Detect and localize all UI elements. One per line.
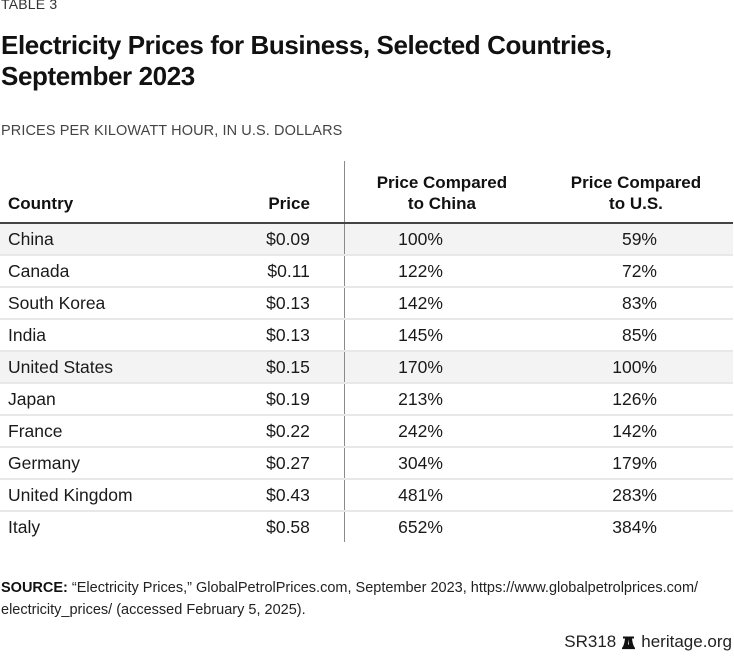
cell-country: United States xyxy=(0,351,235,384)
source-label: SOURCE: xyxy=(1,580,68,596)
cell-country: United Kingdom xyxy=(0,479,235,512)
source-text: “Electricity Prices,” GlobalPetrolPrices… xyxy=(1,580,699,618)
table-row: China $0.09 100% 59% xyxy=(0,223,733,256)
cell-vs-china: 242% xyxy=(344,415,539,448)
cell-country: Canada xyxy=(0,255,235,288)
cell-price: $0.13 xyxy=(234,319,345,352)
site-link[interactable]: heritage.org xyxy=(641,632,732,651)
table-subtitle: PRICES PER KILOWATT HOUR, IN U.S. DOLLAR… xyxy=(1,123,343,139)
cell-price: $0.15 xyxy=(234,351,345,384)
cell-vs-us: 100% xyxy=(538,351,733,384)
prices-table: Country Price Price Compared to China Pr… xyxy=(0,161,733,542)
cell-country: Japan xyxy=(0,383,235,416)
footer-branding: SR318 heritage.org xyxy=(564,632,732,652)
cell-price: $0.11 xyxy=(234,255,345,288)
table-row: Germany $0.27 304% 179% xyxy=(0,447,733,480)
table-row: Canada $0.11 122% 72% xyxy=(0,255,733,288)
report-id: SR318 xyxy=(564,632,617,651)
cell-vs-china: 481% xyxy=(344,479,539,512)
cell-vs-us: 85% xyxy=(538,319,733,352)
cell-vs-us: 126% xyxy=(538,383,733,416)
table-label: TABLE 3 xyxy=(1,0,58,12)
cell-country: China xyxy=(0,223,235,256)
cell-price: $0.13 xyxy=(234,287,345,320)
cell-vs-china: 142% xyxy=(344,287,539,320)
cell-vs-us: 179% xyxy=(538,447,733,480)
header-vs-us: Price Compared to U.S. xyxy=(538,161,733,224)
cell-vs-china: 145% xyxy=(344,319,539,352)
cell-vs-us: 72% xyxy=(538,255,733,288)
page-title: Electricity Prices for Business, Selecte… xyxy=(1,30,612,91)
cell-vs-china: 100% xyxy=(344,223,539,256)
cell-country: Italy xyxy=(8,516,41,537)
cell-vs-china: 170% xyxy=(344,351,539,384)
cell-vs-china: 304% xyxy=(344,447,539,480)
cell-vs-us: 83% xyxy=(538,287,733,320)
cell-vs-us: 59% xyxy=(538,223,733,256)
cell-price: $0.19 xyxy=(234,383,345,416)
cell-vs-us: 384% xyxy=(612,516,657,537)
cell-price: $0.27 xyxy=(234,447,345,480)
cell-price: $0.22 xyxy=(234,415,345,448)
cell-vs-us: 283% xyxy=(538,479,733,512)
table-row: India $0.13 145% 85% xyxy=(0,319,733,352)
table-row: Italy $0.58 652% 384% xyxy=(0,511,733,542)
cell-price: $0.58 xyxy=(234,511,345,542)
cell-vs-us: 142% xyxy=(538,415,733,448)
cell-vs-china: 213% xyxy=(344,383,539,416)
cell-country: South Korea xyxy=(0,287,235,320)
cell-vs-china: 122% xyxy=(344,255,539,288)
cell-country: France xyxy=(0,415,235,448)
table-header-row: Country Price Price Compared to China Pr… xyxy=(0,161,733,224)
source-note: SOURCE: “Electricity Prices,” GlobalPetr… xyxy=(1,577,721,621)
cell-vs-china: 652% xyxy=(398,516,443,537)
table-row: United Kingdom $0.43 481% 283% xyxy=(0,479,733,512)
table-row: United States $0.15 170% 100% xyxy=(0,351,733,384)
cell-country: Germany xyxy=(0,447,235,480)
cell-price: $0.09 xyxy=(234,223,345,256)
cell-country: India xyxy=(0,319,235,352)
header-country: Country xyxy=(0,161,235,224)
cell-price: $0.43 xyxy=(234,479,345,512)
header-vs-china: Price Compared to China xyxy=(344,161,539,224)
table-row: Japan $0.19 213% 126% xyxy=(0,383,733,416)
table-row: France $0.22 242% 142% xyxy=(0,415,733,448)
liberty-bell-icon xyxy=(622,635,636,650)
table-row: South Korea $0.13 142% 83% xyxy=(0,287,733,320)
header-price: Price xyxy=(234,161,345,224)
